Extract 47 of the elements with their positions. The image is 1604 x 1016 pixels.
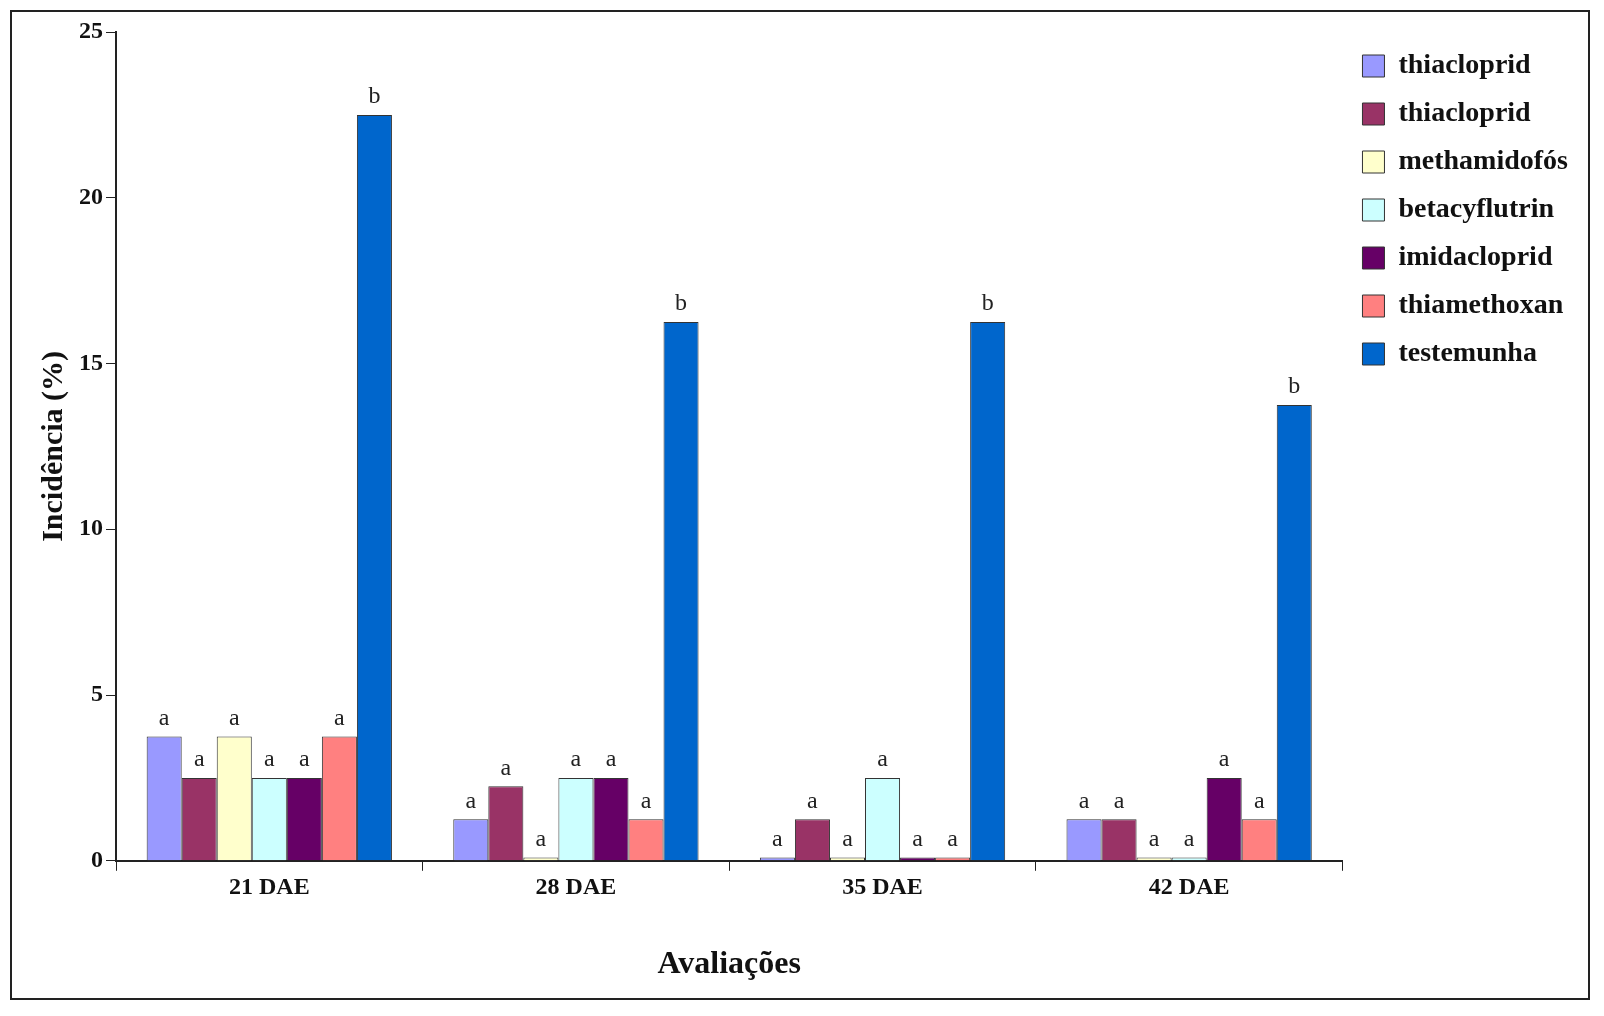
y-tick-label: 5 bbox=[91, 680, 103, 707]
data-label: a bbox=[465, 786, 477, 813]
data-label: a bbox=[605, 745, 617, 772]
data-label: a bbox=[807, 786, 819, 813]
x-tick-label: 35 DAE bbox=[842, 873, 923, 900]
x-axis-title: Avaliações bbox=[657, 944, 801, 981]
legend-label: imidacloprid bbox=[1398, 240, 1553, 272]
data-label: a bbox=[640, 786, 652, 813]
legend-label: thiamethoxan bbox=[1398, 288, 1564, 320]
data-label: a bbox=[877, 745, 889, 772]
y-axis-title: Incidência (%) bbox=[34, 350, 69, 542]
data-label: a bbox=[1218, 745, 1230, 772]
data-label: a bbox=[158, 703, 170, 730]
data-label: a bbox=[1183, 824, 1195, 851]
y-tick-label: 25 bbox=[79, 17, 103, 44]
data-label: a bbox=[299, 745, 311, 772]
y-tick-label: 0 bbox=[91, 846, 103, 872]
legend-label: thiacloprid bbox=[1398, 48, 1532, 80]
data-label: a bbox=[947, 824, 959, 851]
data-label: b bbox=[981, 289, 994, 316]
data-label: b bbox=[1288, 372, 1301, 399]
x-tick-label: 28 DAE bbox=[535, 873, 617, 900]
y-tick-label: 15 bbox=[79, 348, 103, 375]
data-label: a bbox=[1078, 786, 1090, 813]
data-label: a bbox=[1253, 786, 1265, 813]
legend-label: thiacloprid bbox=[1398, 96, 1532, 128]
data-label: a bbox=[570, 745, 582, 772]
data-label: a bbox=[193, 745, 205, 772]
y-tick-label: 20 bbox=[79, 182, 103, 209]
data-label: a bbox=[334, 703, 346, 730]
data-label: a bbox=[842, 824, 854, 851]
data-label: a bbox=[912, 824, 924, 851]
data-label: a bbox=[535, 824, 547, 851]
data-label: a bbox=[1148, 824, 1160, 851]
legend-label: testemunha bbox=[1398, 336, 1537, 368]
data-label: a bbox=[1113, 786, 1125, 813]
x-tick-label: 42 DAE bbox=[1148, 873, 1230, 900]
legend-label: methamidofós bbox=[1398, 144, 1569, 176]
data-label: a bbox=[263, 745, 275, 772]
legend-label: betacyflutrin bbox=[1398, 192, 1555, 224]
x-tick-label: 21 DAE bbox=[228, 873, 310, 900]
y-tick-label: 10 bbox=[79, 514, 103, 541]
data-label: a bbox=[228, 703, 240, 730]
data-label: b bbox=[675, 289, 688, 316]
data-label: b bbox=[368, 82, 381, 109]
data-label: a bbox=[772, 824, 784, 851]
data-label: a bbox=[500, 753, 512, 780]
